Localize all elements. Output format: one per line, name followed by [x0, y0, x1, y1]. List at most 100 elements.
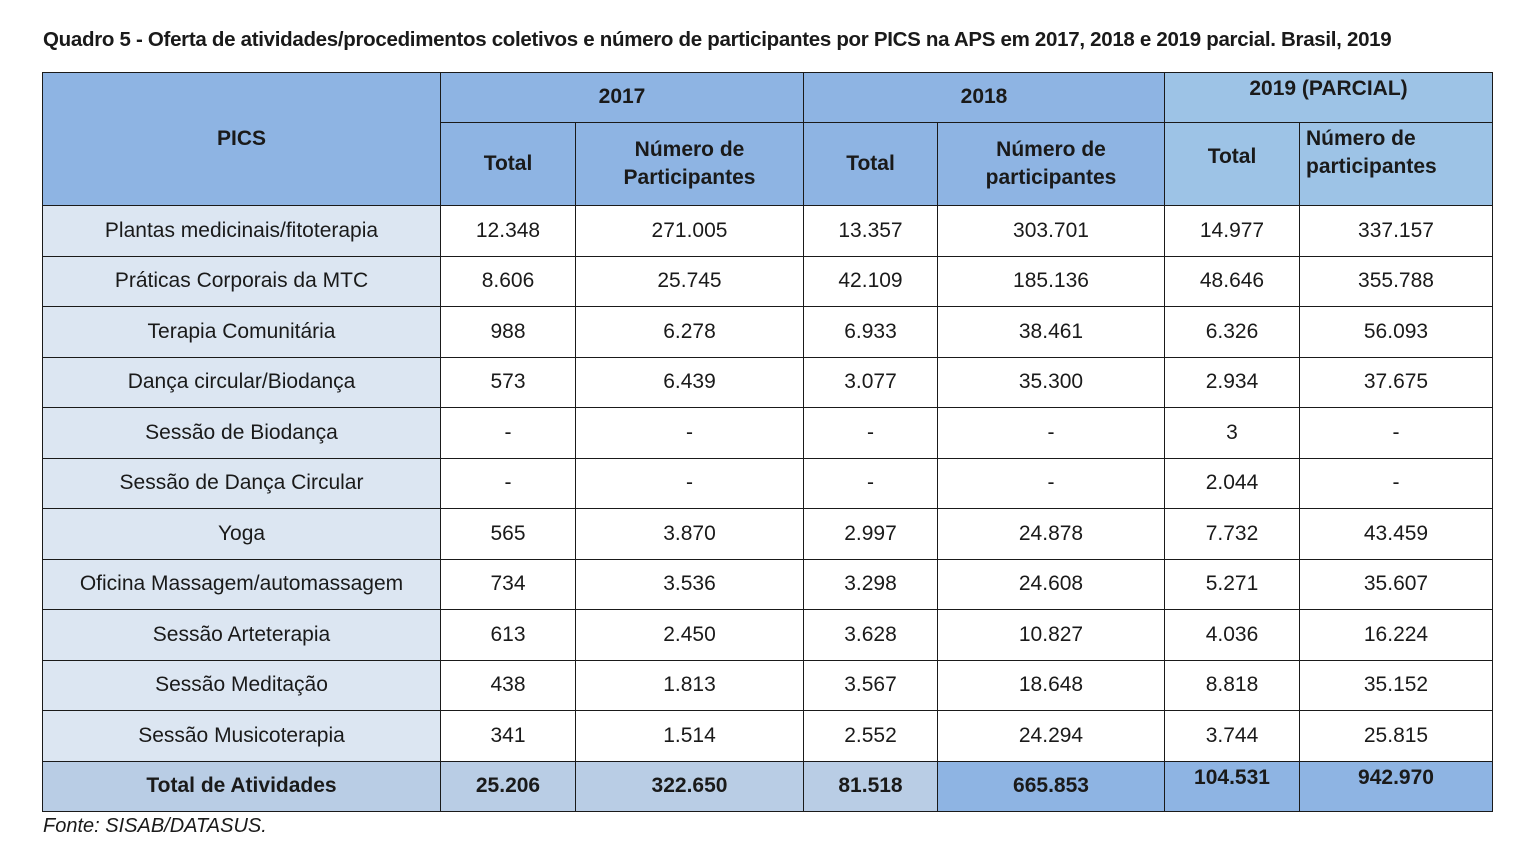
- header-year-2019: 2019 (PARCIAL): [1164, 72, 1493, 123]
- header-participantes-2017-line1: Número de: [634, 137, 745, 161]
- cell-total-2017: 438: [440, 659, 576, 711]
- cell-participantes-2018: -: [937, 457, 1165, 509]
- cell-participantes-2019: 35.152: [1299, 659, 1493, 711]
- cell-participantes-2018: 24.878: [937, 508, 1165, 560]
- cell-participantes-2018: 303.701: [937, 205, 1165, 257]
- cell-participantes-2019: 355.788: [1299, 255, 1493, 307]
- row-label: Sessão Musicoterapia: [42, 710, 441, 762]
- cell-total-2017: 573: [440, 356, 576, 408]
- cell-total-2019: 4.036: [1164, 609, 1300, 661]
- row-label: Sessão de Biodança: [42, 407, 441, 459]
- cell-total-2019: 2.044: [1164, 457, 1300, 509]
- header-participantes-2019-line2: participantes: [1306, 155, 1437, 179]
- row-label: Sessão de Dança Circular: [42, 457, 441, 509]
- header-participantes-2017-line2: Participantes: [623, 166, 756, 189]
- table-row: Práticas Corporais da MTC 8.606 25.745 4…: [42, 255, 1493, 307]
- cell-participantes-2018: 24.294: [937, 710, 1165, 762]
- cell-total-2018: 3.298: [803, 558, 938, 610]
- row-label: Sessão Meditação: [42, 659, 441, 711]
- cell-total-2019: 6.326: [1164, 306, 1300, 358]
- cell-participantes-2017: 6.278: [575, 306, 804, 358]
- cell-participantes-2017: -: [575, 457, 804, 509]
- cell-total-2019: 3.744: [1164, 710, 1300, 762]
- total-2019: 104.531: [1164, 760, 1300, 812]
- header-year-2017: 2017: [440, 72, 804, 123]
- cell-total-2019: 5.271: [1164, 558, 1300, 610]
- cell-participantes-2019: 43.459: [1299, 508, 1493, 560]
- header-total-2019: Total: [1164, 122, 1300, 206]
- cell-total-2019: 14.977: [1164, 205, 1300, 257]
- cell-participantes-2019: 35.607: [1299, 558, 1493, 610]
- table-row: Dança circular/Biodança 573 6.439 3.077 …: [42, 356, 1493, 408]
- header-participantes-2018-line2: participantes: [985, 166, 1117, 189]
- cell-total-2019: 48.646: [1164, 255, 1300, 307]
- total-2017: 25.206: [440, 760, 576, 812]
- cell-participantes-2019: 25.815: [1299, 710, 1493, 762]
- table-row: Oficina Massagem/automassagem 734 3.536 …: [42, 558, 1493, 610]
- cell-participantes-2019: 16.224: [1299, 609, 1493, 661]
- row-label: Yoga: [42, 508, 441, 560]
- header-participantes-2018: Número de participantes: [937, 122, 1165, 206]
- header-participantes-2017: Número de Participantes: [575, 122, 804, 206]
- header-total-2017: Total: [440, 122, 576, 206]
- cell-total-2019: 7.732: [1164, 508, 1300, 560]
- total-participantes-2018: 665.853: [937, 760, 1165, 812]
- cell-total-2019: 3: [1164, 407, 1300, 459]
- cell-total-2018: 6.933: [803, 306, 938, 358]
- cell-participantes-2017: -: [575, 407, 804, 459]
- row-label: Dança circular/Biodança: [42, 356, 441, 408]
- cell-participantes-2017: 1.514: [575, 710, 804, 762]
- cell-total-2017: 12.348: [440, 205, 576, 257]
- table-caption: Quadro 5 - Oferta de atividades/procedim…: [43, 28, 1392, 51]
- cell-total-2019: 8.818: [1164, 659, 1300, 711]
- cell-total-2017: 734: [440, 558, 576, 610]
- table-row: Sessão Musicoterapia 341 1.514 2.552 24.…: [42, 710, 1493, 762]
- cell-participantes-2018: -: [937, 407, 1165, 459]
- row-label: Oficina Massagem/automassagem: [42, 558, 441, 610]
- table-row: Plantas medicinais/fitoterapia 12.348 27…: [42, 205, 1493, 257]
- cell-participantes-2018: 35.300: [937, 356, 1165, 408]
- cell-participantes-2017: 1.813: [575, 659, 804, 711]
- cell-participantes-2019: -: [1299, 457, 1493, 509]
- cell-total-2017: -: [440, 457, 576, 509]
- cell-participantes-2017: 271.005: [575, 205, 804, 257]
- cell-participantes-2018: 10.827: [937, 609, 1165, 661]
- total-label: Total de Atividades: [42, 760, 441, 812]
- header-row-subcolumns: Total Número de Participantes Total Núme…: [43, 122, 1493, 206]
- cell-total-2018: -: [803, 457, 938, 509]
- cell-participantes-2018: 185.136: [937, 255, 1165, 307]
- cell-total-2018: 3.628: [803, 609, 938, 661]
- cell-participantes-2017: 3.536: [575, 558, 804, 610]
- header-total-2018: Total: [803, 122, 938, 206]
- cell-participantes-2019: 337.157: [1299, 205, 1493, 257]
- cell-total-2018: -: [803, 407, 938, 459]
- total-row: Total de Atividades 25.206 322.650 81.51…: [42, 760, 1493, 812]
- cell-participantes-2017: 6.439: [575, 356, 804, 408]
- table-row: Sessão de Dança Circular - - - - 2.044 -: [42, 457, 1493, 509]
- row-label: Plantas medicinais/fitoterapia: [42, 205, 441, 257]
- table-row: Sessão de Biodança - - - - 3 -: [42, 407, 1493, 459]
- cell-total-2017: 988: [440, 306, 576, 358]
- table-row: Sessão Meditação 438 1.813 3.567 18.648 …: [42, 659, 1493, 711]
- header-year-2018: 2018: [803, 72, 1165, 123]
- cell-total-2017: 613: [440, 609, 576, 661]
- cell-total-2017: 565: [440, 508, 576, 560]
- cell-participantes-2018: 24.608: [937, 558, 1165, 610]
- cell-participantes-2018: 18.648: [937, 659, 1165, 711]
- cell-participantes-2019: 37.675: [1299, 356, 1493, 408]
- total-participantes-2017: 322.650: [575, 760, 804, 812]
- row-label: Terapia Comunitária: [42, 306, 441, 358]
- cell-total-2019: 2.934: [1164, 356, 1300, 408]
- cell-total-2018: 3.567: [803, 659, 938, 711]
- cell-total-2017: -: [440, 407, 576, 459]
- table-body: Plantas medicinais/fitoterapia 12.348 27…: [42, 205, 1493, 812]
- cell-participantes-2017: 2.450: [575, 609, 804, 661]
- header-pics: PICS: [42, 72, 441, 206]
- cell-total-2017: 8.606: [440, 255, 576, 307]
- cell-participantes-2019: 56.093: [1299, 306, 1493, 358]
- cell-total-2018: 42.109: [803, 255, 938, 307]
- header-participantes-2018-line1: Número de: [996, 137, 1106, 161]
- cell-total-2018: 2.552: [803, 710, 938, 762]
- cell-total-2018: 13.357: [803, 205, 938, 257]
- cell-total-2017: 341: [440, 710, 576, 762]
